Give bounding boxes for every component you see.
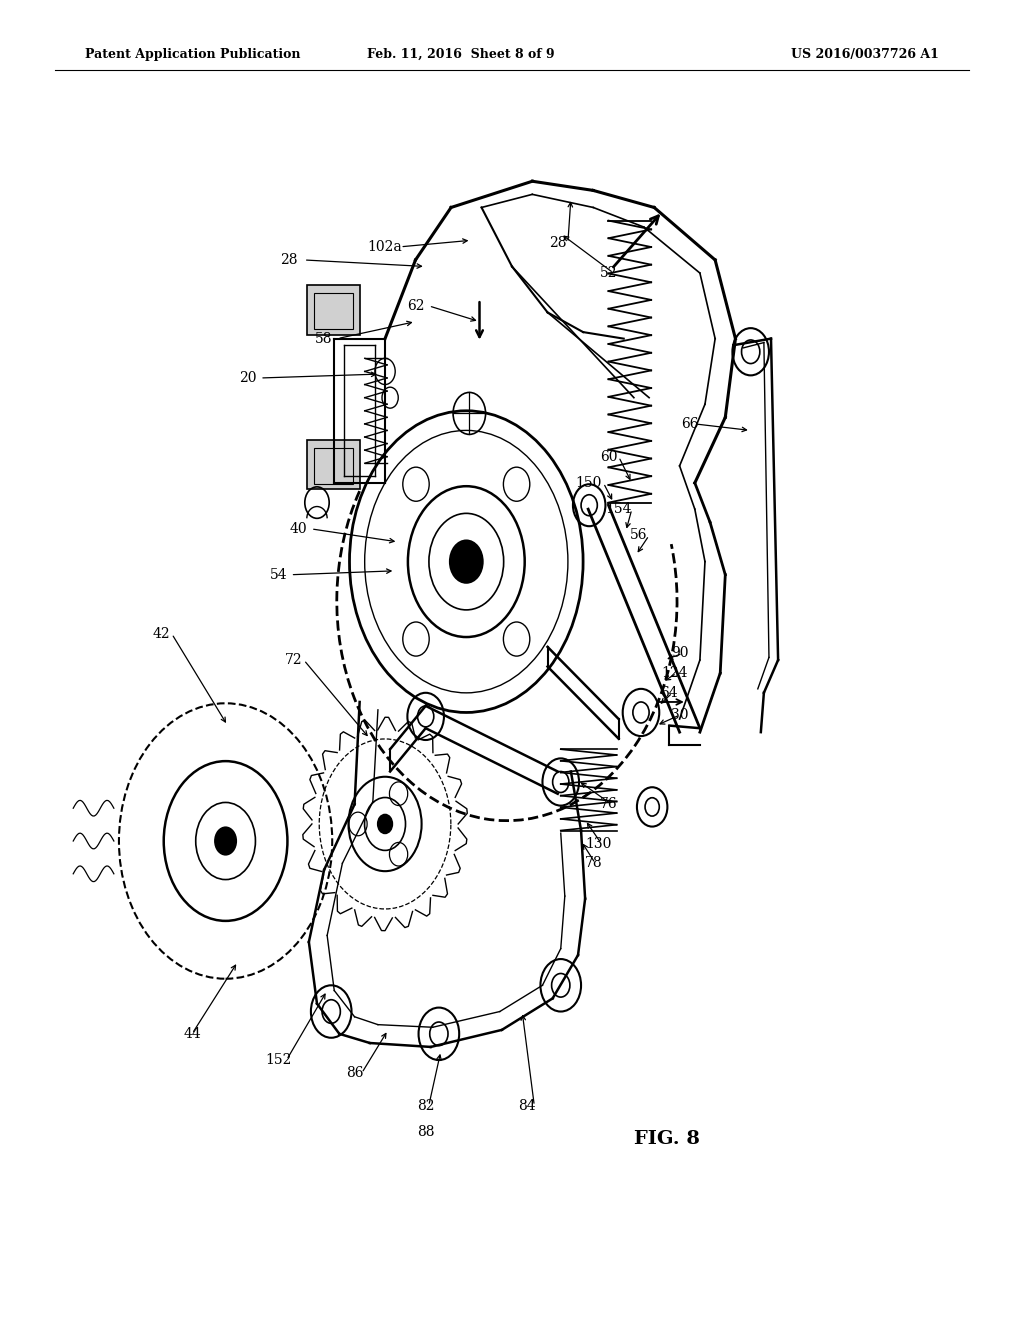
Text: 66: 66 [681, 417, 698, 430]
Text: 28: 28 [280, 253, 297, 267]
Text: 54: 54 [269, 568, 287, 582]
Text: 42: 42 [153, 627, 170, 640]
Text: 150: 150 [575, 477, 601, 490]
Text: Patent Application Publication: Patent Application Publication [85, 48, 301, 61]
Text: 56: 56 [630, 528, 648, 543]
Bar [307, 440, 359, 490]
Text: 124: 124 [662, 667, 688, 680]
Circle shape [378, 814, 392, 833]
Text: 88: 88 [417, 1125, 434, 1139]
Text: 58: 58 [315, 331, 333, 346]
Text: 82: 82 [417, 1100, 434, 1113]
Bar [314, 293, 352, 330]
Text: 62: 62 [407, 298, 424, 313]
Text: 20: 20 [240, 371, 257, 385]
Text: 44: 44 [183, 1027, 201, 1041]
Text: FIG. 8: FIG. 8 [634, 1130, 699, 1148]
Text: Feb. 11, 2016  Sheet 8 of 9: Feb. 11, 2016 Sheet 8 of 9 [368, 48, 555, 61]
Text: 72: 72 [285, 653, 302, 667]
Text: 154: 154 [605, 502, 632, 516]
Text: 84: 84 [518, 1100, 536, 1113]
Bar [314, 447, 352, 484]
Circle shape [450, 540, 482, 582]
Text: 102a: 102a [368, 240, 402, 253]
Text: 130: 130 [585, 837, 611, 850]
Text: 90: 90 [671, 647, 688, 660]
Text: 64: 64 [660, 686, 678, 700]
Text: 60: 60 [600, 450, 617, 463]
Text: 40: 40 [290, 521, 307, 536]
Text: 86: 86 [346, 1067, 364, 1080]
Text: 52: 52 [600, 267, 617, 280]
Text: 152: 152 [265, 1053, 292, 1067]
Circle shape [215, 828, 237, 855]
Text: 76: 76 [600, 797, 617, 812]
Text: 28: 28 [549, 236, 566, 249]
Text: 78: 78 [585, 857, 602, 870]
Bar [307, 285, 359, 335]
Text: 30: 30 [671, 708, 688, 722]
Text: US 2016/0037726 A1: US 2016/0037726 A1 [791, 48, 939, 61]
